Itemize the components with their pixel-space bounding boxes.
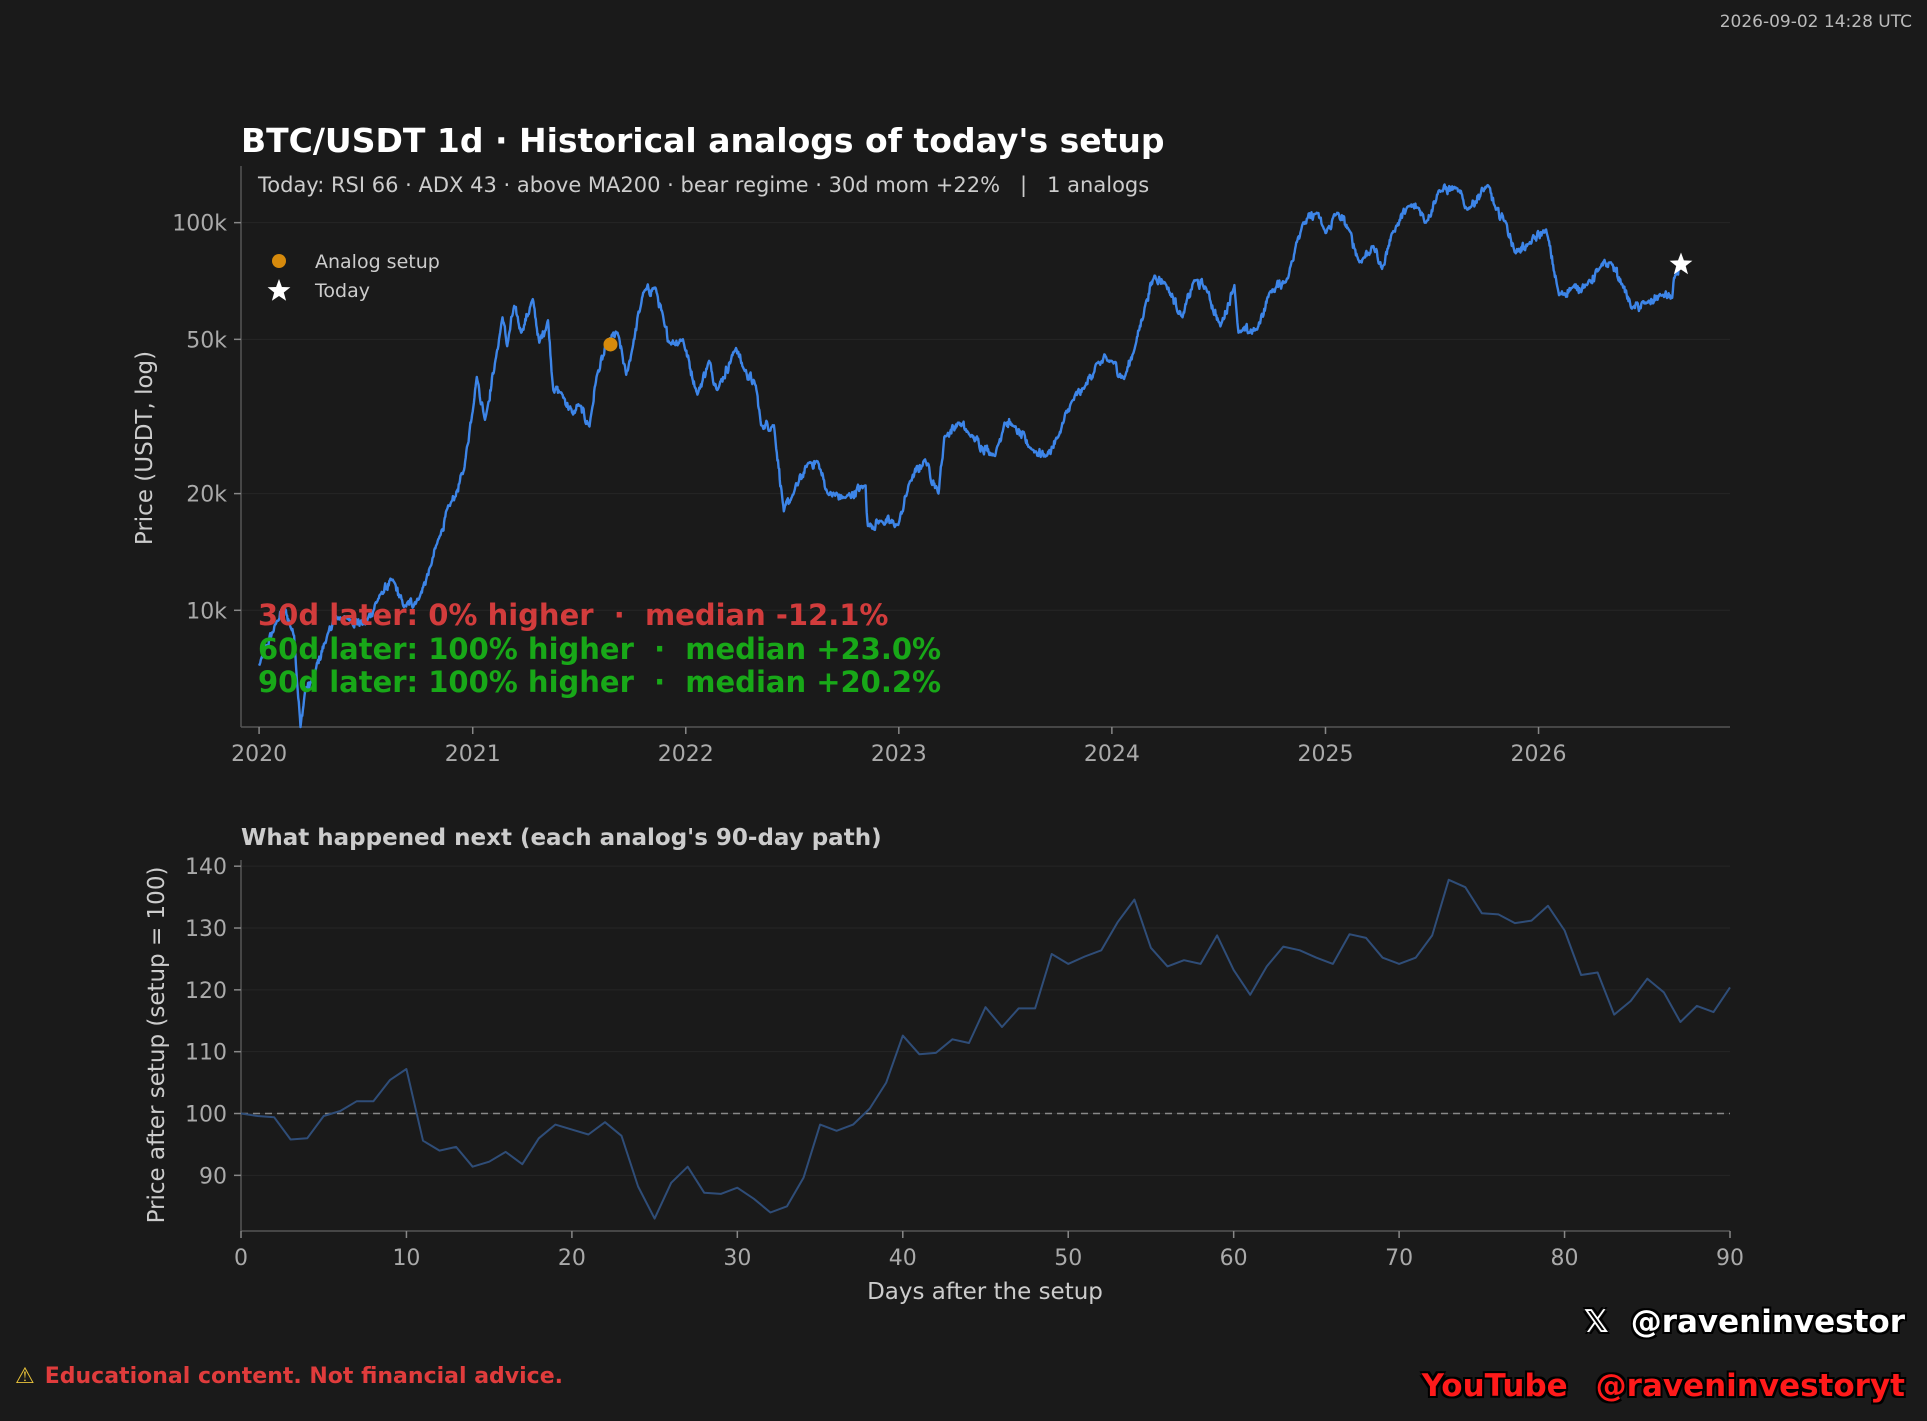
analog-path-grid (241, 865, 1730, 1176)
legend-analog-label: Analog setup (315, 251, 440, 273)
path-x-tick-label: 70 (1385, 1246, 1413, 1271)
analog-path-y-ticks: 90 100 110 120 130 140 (185, 855, 241, 1189)
annotation-90d: 90d later: 100% higher · median +20.2% (258, 665, 941, 699)
legend-analog-marker (272, 254, 286, 268)
path-y-tick-label: 90 (199, 1164, 227, 1189)
price-y-tick-label: 20k (186, 483, 227, 508)
path-x-tick-label: 40 (889, 1246, 917, 1271)
path-x-tick-label: 80 (1551, 1246, 1579, 1271)
analog-path-y-label: Price after setup (setup = 100) (144, 867, 170, 1224)
analog-path-chart: What happened next (each analog's 90-day… (144, 825, 1744, 1305)
annotation-60d: 60d later: 100% higher · median +23.0% (258, 632, 941, 666)
forward-return-annotations: 30d later: 0% higher · median -12.1% 60d… (258, 598, 941, 699)
youtube-handle-text: @raveninvestoryt (1595, 1368, 1905, 1404)
annotation-30d: 30d later: 0% higher · median -12.1% (258, 598, 888, 632)
price-chart: BTC/USDT 1d · Historical analogs of toda… (132, 121, 1730, 767)
price-chart-title: BTC/USDT 1d · Historical analogs of toda… (241, 121, 1164, 160)
path-x-tick-label: 20 (558, 1246, 586, 1271)
analog-setup-marker (603, 337, 618, 352)
youtube-label: YouTube (1421, 1368, 1568, 1404)
path-y-tick-label: 130 (185, 917, 227, 942)
price-x-tick-label: 2023 (871, 742, 927, 767)
analog-path-title: What happened next (each analog's 90-day… (241, 825, 882, 851)
path-x-tick-label: 0 (234, 1246, 248, 1271)
price-chart-x-ticks: 2020 2021 2022 2023 2024 2025 2026 (231, 727, 1567, 767)
path-y-tick-label: 140 (185, 855, 227, 880)
legend-today-label: Today (314, 280, 370, 302)
price-series (258, 183, 1683, 729)
today-marker (1669, 252, 1693, 275)
legend-today-marker (267, 279, 291, 301)
path-y-tick-label: 120 (185, 979, 227, 1004)
price-y-tick-label: 100k (172, 212, 227, 237)
youtube-social-handle[interactable]: YouTube @raveninvestoryt (1422, 1368, 1905, 1404)
path-x-tick-label: 90 (1716, 1246, 1744, 1271)
path-x-tick-label: 30 (723, 1246, 751, 1271)
price-chart-markers (603, 252, 1693, 352)
disclaimer: ⚠ Educational content. Not financial advi… (15, 1364, 563, 1389)
path-y-tick-label: 100 (185, 1103, 227, 1128)
price-y-tick-label: 10k (186, 599, 227, 624)
price-chart-grid (241, 222, 1730, 611)
btc-price-line (258, 183, 1683, 729)
price-chart-y-ticks: 10k 20k 50k 100k (172, 212, 241, 624)
path-x-tick-label: 60 (1220, 1246, 1248, 1271)
price-y-tick-label: 50k (186, 328, 227, 353)
x-handle-text: @raveninvestor (1630, 1304, 1905, 1340)
path-x-tick-label: 10 (392, 1246, 420, 1271)
analog-path-x-label: Days after the setup (867, 1279, 1103, 1305)
price-x-tick-label: 2026 (1511, 742, 1567, 767)
price-chart-subtitle: Today: RSI 66 · ADX 43 · above MA200 · b… (257, 173, 1149, 198)
price-x-tick-label: 2025 (1298, 742, 1354, 767)
x-social-handle[interactable]: 𝕏 @raveninvestor (1584, 1304, 1905, 1340)
disclaimer-text: Educational content. Not financial advic… (44, 1364, 563, 1389)
analog-path-series (240, 878, 1731, 1220)
analog-path-line (240, 878, 1731, 1220)
price-x-tick-label: 2022 (658, 742, 714, 767)
price-chart-y-label: Price (USDT, log) (132, 351, 158, 545)
timestamp: 2026-09-02 14:28 UTC (1719, 12, 1912, 32)
price-x-tick-label: 2021 (445, 742, 501, 767)
path-y-tick-label: 110 (185, 1041, 227, 1066)
price-x-tick-label: 2020 (231, 742, 287, 767)
warning-icon: ⚠ (15, 1364, 35, 1389)
price-x-tick-label: 2024 (1084, 742, 1140, 767)
path-x-tick-label: 50 (1054, 1246, 1082, 1271)
analog-path-x-ticks: 0 10 20 30 40 50 60 70 80 90 (234, 1231, 1744, 1271)
x-logo-icon: 𝕏 (1583, 1304, 1609, 1340)
price-chart-legend: Analog setup Today (267, 251, 440, 302)
